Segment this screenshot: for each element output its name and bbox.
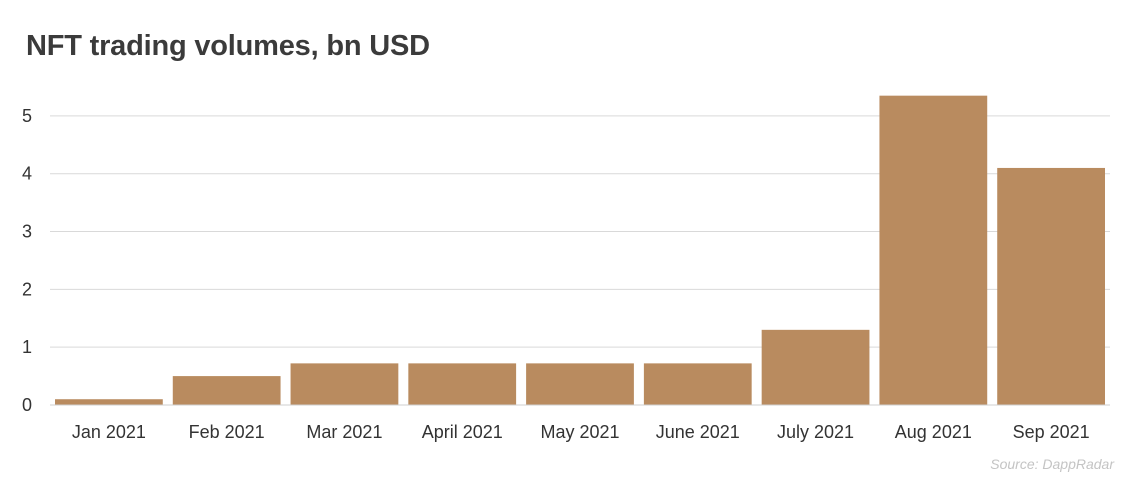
x-tick-label-april-2021: April 2021 xyxy=(422,422,503,442)
y-tick-label-0: 0 xyxy=(22,395,32,415)
x-tick-label-aug-2021: Aug 2021 xyxy=(895,422,972,442)
y-tick-label-2: 2 xyxy=(22,279,32,299)
x-tick-label-feb-2021: Feb 2021 xyxy=(189,422,265,442)
bar-feb-2021 xyxy=(172,376,281,405)
y-tick-label-1: 1 xyxy=(22,337,32,357)
bar-april-2021 xyxy=(408,363,517,405)
bar-sep-2021 xyxy=(997,167,1105,405)
bar-may-2021 xyxy=(526,363,634,405)
chart-title: NFT trading volumes, bn USD xyxy=(26,30,430,62)
y-tick-label-3: 3 xyxy=(22,222,32,242)
x-tick-label-mar-2021: Mar 2021 xyxy=(306,422,382,442)
x-tick-label-july-2021: July 2021 xyxy=(777,422,854,442)
bar-jan-2021 xyxy=(55,399,163,405)
y-tick-label-5: 5 xyxy=(22,106,32,126)
x-tick-label-may-2021: May 2021 xyxy=(540,422,619,442)
bar-aug-2021 xyxy=(879,95,988,405)
source-note: Source: DappRadar xyxy=(990,456,1114,472)
x-tick-label-sep-2021: Sep 2021 xyxy=(1013,422,1090,442)
bar-june-2021 xyxy=(643,363,752,405)
bar-july-2021 xyxy=(761,329,870,405)
x-tick-label-jan-2021: Jan 2021 xyxy=(72,422,146,442)
x-tick-label-june-2021: June 2021 xyxy=(656,422,740,442)
bar-mar-2021 xyxy=(290,363,399,405)
y-tick-label-4: 4 xyxy=(22,164,32,184)
